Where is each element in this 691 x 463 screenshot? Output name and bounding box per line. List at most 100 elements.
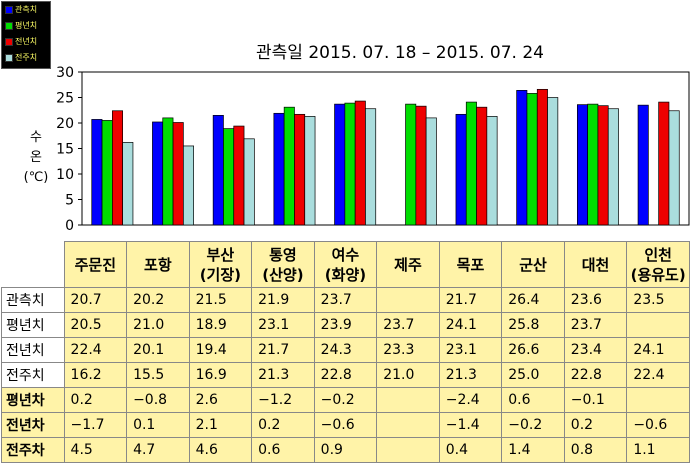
bar (294, 113, 306, 226)
table-cell: 21.7 (438, 287, 503, 313)
table-cell: 0.6 (501, 387, 565, 413)
table-cell: 25.0 (501, 362, 565, 388)
table-cell: 20.1 (126, 337, 190, 363)
legend-label: 전주치 (15, 53, 38, 62)
legend-item: 전주치 (2, 50, 50, 66)
table-cell: 4.6 (188, 437, 253, 463)
table-cell: 23.4 (563, 337, 628, 363)
table-cell: 21.0 (376, 362, 440, 388)
table-cell: 1.1 (626, 437, 690, 463)
bar (91, 119, 103, 226)
table-cell: 16.9 (188, 362, 253, 388)
row-header: 전년차 (1, 412, 65, 438)
table-cell: 22.4 (626, 362, 690, 388)
y-axis-label-line: 수 (30, 130, 42, 145)
bar (637, 104, 649, 226)
table-cell: 24.1 (438, 312, 503, 338)
table-cell: 21.3 (438, 362, 503, 388)
table-cell: −0.2 (501, 412, 565, 438)
table-cell: 25.8 (501, 312, 565, 338)
column-header-line: 포항 (144, 255, 172, 274)
bar (415, 105, 427, 226)
table-cell: −0.1 (563, 387, 628, 413)
table-cell: 23.7 (563, 312, 628, 338)
table-cell: 20.5 (63, 312, 128, 338)
bar (465, 101, 477, 226)
bar (243, 138, 255, 226)
table-row: 전주치 16.2 15.5 16.9 21.3 22.8 21.0 21.3 25.0 22.8 2… (1, 362, 690, 388)
y-tick-label: 25 (56, 91, 74, 107)
table-cell: 15.5 (126, 362, 190, 388)
column-header-line: 부산 (206, 245, 235, 264)
bar (283, 106, 295, 226)
table-cell (376, 287, 440, 313)
legend-swatch (5, 54, 13, 62)
bar (547, 97, 559, 226)
table-cell: 26.6 (501, 337, 565, 363)
table-cell: 18.9 (188, 312, 253, 338)
table-cell: 4.5 (63, 437, 128, 463)
y-tick-label: 0 (65, 218, 74, 234)
table-cell: 0.9 (313, 437, 378, 463)
bar (273, 112, 285, 226)
table-cell: −2.4 (438, 387, 503, 413)
legend-label: 관측치 (15, 5, 38, 14)
table-cell: 0.6 (251, 437, 315, 463)
legend-item: 전년치 (2, 34, 50, 50)
table-row: 평년치 20.5 21.0 18.9 23.1 23.9 23.7 24.1 25.8 23.7 (1, 312, 690, 338)
column-header: 제주 (376, 241, 440, 288)
row-header: 평년치 (1, 312, 65, 338)
bar (405, 103, 417, 226)
bar (162, 117, 174, 226)
table-cell: 1.4 (501, 437, 565, 463)
table-cell: −0.8 (126, 387, 190, 413)
bar (516, 90, 528, 226)
table-header-row: 주문진 포항 부산 (기장) 통영 (산양) 여수 (화양) 제주 목포 군산 대천 인천 (용유도) (1, 241, 690, 288)
bar (455, 113, 467, 226)
table-cell: 22.8 (313, 362, 378, 388)
bar (365, 108, 377, 226)
column-header: 목포 (438, 241, 503, 288)
table-cell: −0.6 (626, 412, 690, 438)
column-header: 부산 (기장) (188, 241, 253, 288)
row-header: 전주차 (1, 437, 65, 463)
bar (425, 117, 437, 226)
table-cell: 16.2 (63, 362, 128, 388)
bar (334, 103, 346, 226)
table-cell: 2.1 (188, 412, 253, 438)
bar (101, 120, 113, 226)
y-axis-label-line: 온 (30, 150, 42, 165)
bar (304, 116, 316, 226)
bar (526, 93, 538, 226)
table-cell: 23.5 (626, 287, 690, 313)
bar (476, 106, 488, 226)
table-cell: 2.6 (188, 387, 253, 413)
column-header-line: 목포 (456, 255, 485, 274)
column-header-line: 제주 (394, 255, 422, 274)
column-header-line: 군산 (519, 255, 547, 274)
bar (122, 142, 134, 226)
table-row: 관측치 20.7 20.2 21.5 21.9 23.7 21.7 26.4 23.6 23.5 (1, 287, 690, 313)
bar (536, 88, 548, 226)
table-cell: 26.4 (501, 287, 565, 313)
legend-item: 평년치 (2, 18, 50, 34)
bar-chart: 0 5 10 15 20 25 30 (56, 65, 690, 234)
column-header-line: (화양) (324, 265, 367, 284)
bar (152, 121, 164, 226)
chart-title: 관측일 2015. 07. 18 – 2015. 07. 24 (256, 43, 544, 63)
table-cell: 22.8 (563, 362, 628, 388)
table-body: 관측치 20.7 20.2 21.5 21.9 23.7 21.7 26.4 23.6 23.5 평… (1, 287, 690, 463)
bar (172, 122, 184, 226)
bar (233, 125, 245, 226)
y-axis-label-line: (℃) (23, 170, 49, 185)
y-tick-label: 30 (56, 65, 74, 81)
bar (607, 108, 619, 226)
column-header-line: 여수 (331, 245, 360, 264)
bar (344, 102, 356, 226)
legend-label: 평년치 (15, 21, 38, 30)
table-cell (626, 387, 690, 413)
table-cell: 23.1 (251, 312, 315, 338)
column-header: 통영 (산양) (251, 241, 315, 288)
table-cell (626, 312, 690, 338)
table-cell: −0.6 (313, 412, 378, 438)
